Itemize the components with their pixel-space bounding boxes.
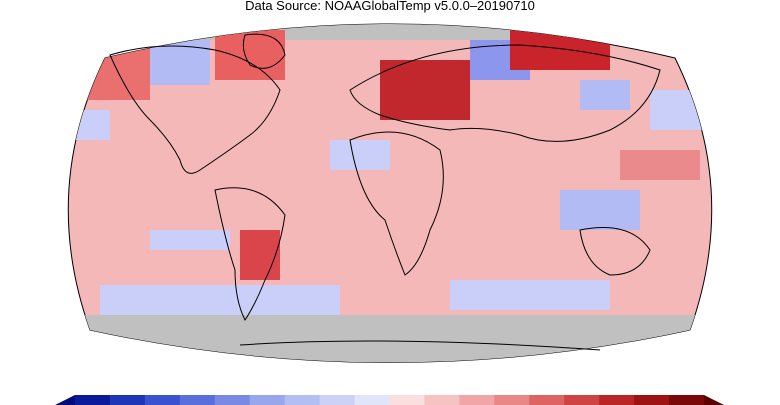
- data-source-caption: Data Source: NOAAGlobalTemp v5.0.0–20190…: [245, 0, 535, 13]
- colorbar-min-arrow: [55, 395, 75, 405]
- colorbar-segment: [459, 395, 495, 405]
- anomaly-cell: [560, 190, 640, 230]
- colorbar-segment: [424, 395, 460, 405]
- greenland-outline: [242, 33, 286, 69]
- colorbar-segment: [354, 395, 390, 405]
- anomaly-cell: [380, 60, 470, 120]
- colorbar-segment: [284, 395, 321, 405]
- anomaly-cell: [450, 280, 610, 310]
- colorbar-segment: [564, 395, 600, 405]
- eurasia-outline: [349, 44, 661, 142]
- colorbar-segment: [249, 395, 286, 405]
- colorbar-segment: [494, 395, 530, 405]
- anomaly-cell: [330, 140, 390, 170]
- colorbar-segment: [214, 395, 251, 405]
- anomaly-cell: [150, 230, 230, 250]
- anomaly-cell: [580, 80, 630, 110]
- antarctica-outline: [239, 340, 601, 351]
- africa-outline: [349, 131, 444, 276]
- south-america-outline: [214, 187, 286, 321]
- coastlines: [109, 33, 661, 351]
- colorbar-segment: [599, 395, 635, 405]
- anomaly-cell: [240, 230, 280, 280]
- colorbar-segment: [109, 395, 146, 405]
- colorbar-segment: [144, 395, 181, 405]
- colorbar-max-arrow: [704, 395, 724, 405]
- colorbar-segment: [634, 395, 670, 405]
- australia-outline: [579, 227, 651, 276]
- colorbar-segment: [389, 395, 425, 405]
- colorbar-segment: [319, 395, 356, 405]
- north-america-outline: [109, 45, 281, 174]
- colorbar-segment: [75, 395, 111, 405]
- colorbar-segment: [179, 395, 216, 405]
- colorbar-segment: [669, 395, 705, 405]
- anomaly-cell: [100, 285, 340, 315]
- colorbar-segment: [529, 395, 565, 405]
- anomaly-cell: [620, 150, 700, 180]
